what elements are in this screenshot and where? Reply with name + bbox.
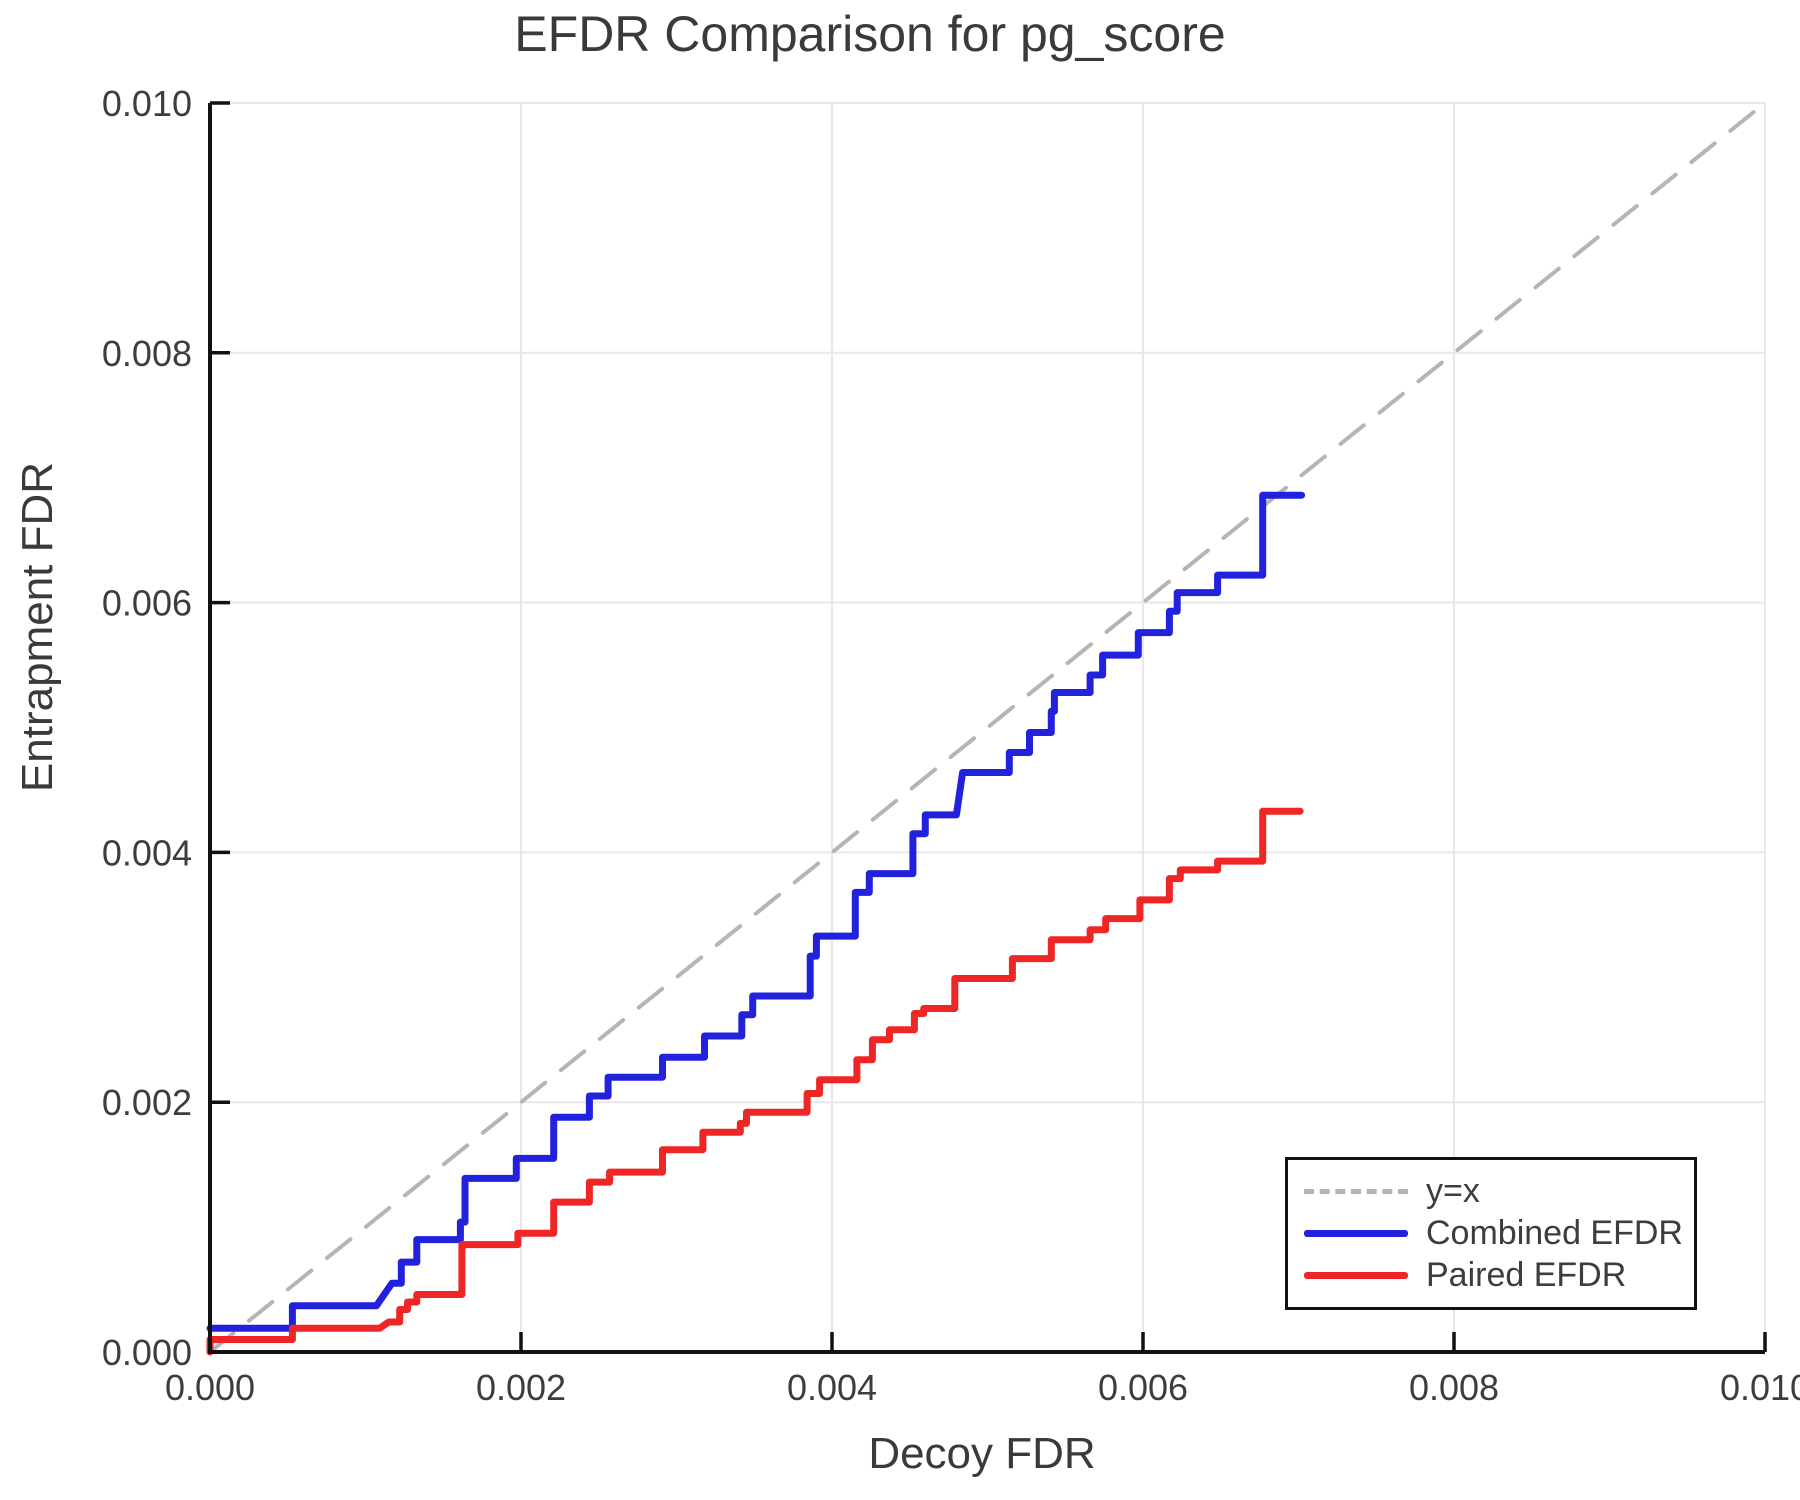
blue-line-sample xyxy=(1304,1230,1408,1237)
legend-label-reference: y=x xyxy=(1426,1172,1480,1210)
legend: y=x Combined EFDR Paired EFDR xyxy=(1285,1157,1697,1310)
x-tick-label: 0.000 xyxy=(165,1367,255,1408)
series-line-1 xyxy=(206,491,1306,1332)
y-tick-label: 0.006 xyxy=(102,583,192,624)
x-axis-label: Decoy FDR xyxy=(868,1429,1096,1478)
x-tick-label: 0.008 xyxy=(1409,1367,1499,1408)
series-line-0 xyxy=(208,101,1767,1354)
x-tick-label: 0.010 xyxy=(1720,1367,1800,1408)
y-tick-label: 0.002 xyxy=(102,1082,192,1123)
x-tick-label: 0.002 xyxy=(476,1367,566,1408)
y-tick-label: 0.000 xyxy=(102,1332,192,1373)
y-axis-label: Entrapment FDR xyxy=(13,461,62,793)
legend-row-combined: Combined EFDR xyxy=(1304,1213,1694,1255)
legend-label-paired: Paired EFDR xyxy=(1426,1256,1627,1294)
dashed-line-sample xyxy=(1304,1189,1408,1194)
y-tick-label: 0.004 xyxy=(102,832,192,873)
chart-title: EFDR Comparison for pg_score xyxy=(514,6,1226,62)
y-tick-label: 0.010 xyxy=(102,83,192,124)
legend-row-reference: y=x xyxy=(1304,1171,1694,1213)
x-tick-label: 0.004 xyxy=(787,1367,877,1408)
legend-label-combined: Combined EFDR xyxy=(1426,1214,1683,1252)
series-line-2 xyxy=(206,807,1304,1356)
red-line-sample xyxy=(1304,1272,1408,1279)
x-tick-label: 0.006 xyxy=(1098,1367,1188,1408)
legend-row-paired: Paired EFDR xyxy=(1304,1255,1694,1297)
y-tick-label: 0.008 xyxy=(102,333,192,374)
